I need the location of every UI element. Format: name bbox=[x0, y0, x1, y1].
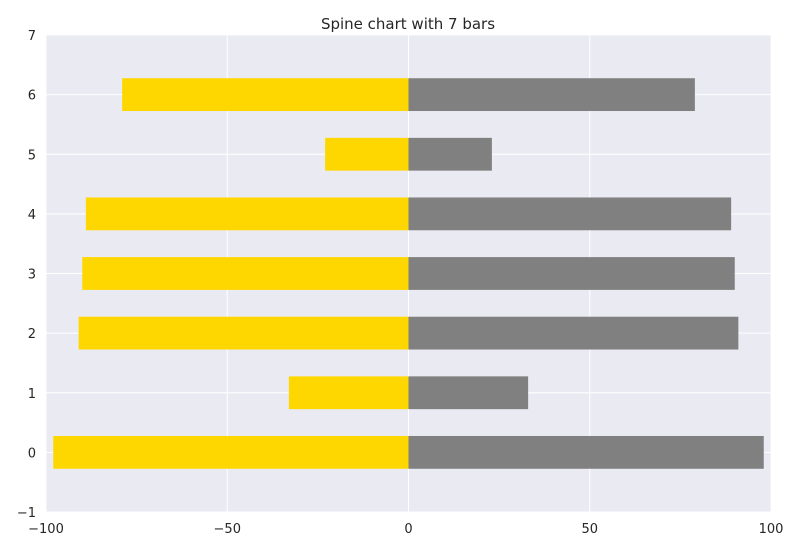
bar-right-0 bbox=[408, 435, 764, 469]
x-tick-label: −100 bbox=[28, 522, 64, 537]
x-tick-label: 100 bbox=[759, 522, 784, 537]
bar-right-5 bbox=[408, 137, 492, 171]
y-tick-label: 0 bbox=[28, 446, 36, 461]
bar-right-1 bbox=[408, 376, 529, 410]
y-tick-label: −1 bbox=[17, 506, 36, 521]
y-tick-label: 4 bbox=[28, 208, 36, 223]
bar-right-3 bbox=[408, 257, 735, 290]
bars-group bbox=[53, 78, 764, 469]
y-tick-label: 2 bbox=[28, 327, 36, 342]
y-tick-label: 1 bbox=[28, 387, 36, 402]
x-tick-label: 50 bbox=[581, 522, 598, 537]
x-axis-ticks: −100 −50 0 50 100 bbox=[28, 522, 783, 537]
bar-left-6 bbox=[122, 78, 409, 112]
y-tick-label: 5 bbox=[28, 148, 36, 163]
bar-left-2 bbox=[78, 316, 409, 350]
bar-left-1 bbox=[288, 376, 409, 410]
y-tick-label: 3 bbox=[28, 268, 36, 283]
bar-right-2 bbox=[408, 316, 739, 350]
bar-left-0 bbox=[53, 435, 409, 469]
x-tick-label: 0 bbox=[404, 522, 412, 537]
bar-left-3 bbox=[82, 257, 409, 290]
bar-right-4 bbox=[408, 197, 732, 231]
bar-left-4 bbox=[85, 197, 409, 231]
x-tick-label: −50 bbox=[214, 522, 241, 537]
bar-left-5 bbox=[325, 137, 409, 171]
y-tick-label: 6 bbox=[28, 89, 36, 104]
bar-right-6 bbox=[408, 78, 695, 112]
y-axis-ticks: −1 0 1 2 3 4 5 6 7 bbox=[17, 29, 36, 521]
y-tick-label: 7 bbox=[28, 29, 36, 44]
chart-title: Spine chart with 7 bars bbox=[321, 15, 495, 33]
